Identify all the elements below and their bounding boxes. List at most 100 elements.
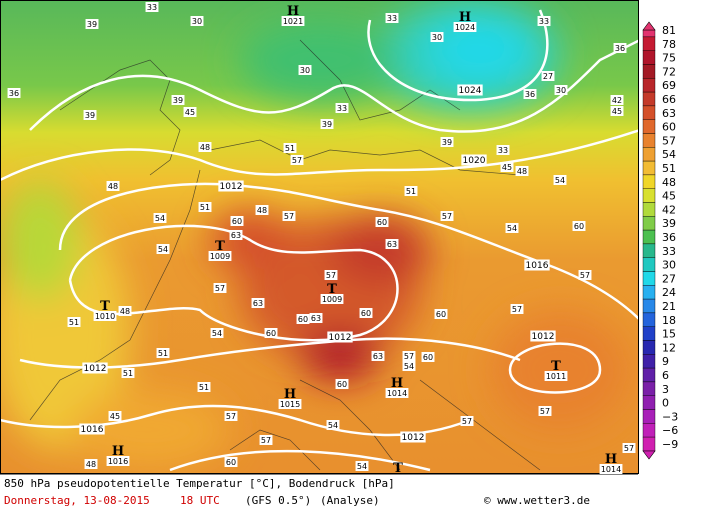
contour-label: 36: [525, 90, 535, 99]
isobar-label: 1020: [463, 156, 486, 166]
contour-label-box: [264, 328, 278, 338]
colorbar-cell: [642, 340, 656, 355]
contour-label-box: [326, 420, 340, 430]
pressure-center-value: 1015: [280, 400, 300, 409]
colorbar-cell: [642, 50, 656, 65]
pressure-center-value-box: [281, 16, 305, 26]
pressure-center-symbol: H: [287, 4, 299, 19]
pressure-center-symbol: H: [605, 452, 617, 467]
pressure-center-value: 1014: [387, 389, 407, 398]
contour-label: 39: [87, 20, 97, 29]
colorbar-label: 24: [662, 286, 676, 299]
colorbar-label: −6: [662, 424, 678, 437]
contour-label: 57: [326, 271, 336, 280]
colorbar-label: 63: [662, 107, 676, 120]
colorbar-label: 66: [662, 93, 676, 106]
isobar-label: 1012: [220, 182, 243, 192]
contour-label-box: [541, 71, 555, 81]
contour-label-box: [402, 351, 416, 361]
isobar-label: 1012: [402, 433, 425, 443]
contour-label-box: [190, 16, 204, 26]
isobar-label: 1024: [459, 86, 482, 96]
contour-label-box: [500, 162, 514, 172]
contour-label-box: [84, 459, 98, 469]
contour-label-box: [106, 181, 120, 191]
pressure-center-symbol: T: [215, 239, 225, 254]
colorbar-label: 3: [662, 383, 669, 396]
contour-label-box: [198, 142, 212, 152]
map-field: [0, 0, 638, 473]
contour-label-box: [156, 348, 170, 358]
colorbar-cell: [642, 147, 656, 162]
pressure-center-value-box: [320, 294, 344, 304]
contour-label: 60: [232, 217, 242, 226]
contour-label-box: [578, 270, 592, 280]
isobar-label: 1012: [84, 364, 107, 374]
contour-label-box: [213, 283, 227, 293]
colorbar-cell: [642, 29, 656, 38]
colorbar-label: 57: [662, 134, 676, 147]
colorbar-label: −9: [662, 438, 678, 451]
contour-label-box: [538, 406, 552, 416]
contour-label: 60: [423, 353, 433, 362]
pressure-center-value-box: [208, 251, 232, 261]
contour-label-box: [153, 213, 167, 223]
contour-label: 57: [261, 436, 271, 445]
colorbar-label: 69: [662, 79, 676, 92]
contour-label: 51: [285, 144, 295, 153]
contour-label-box: [359, 308, 373, 318]
contour-label: 57: [442, 212, 452, 221]
pressure-center-symbol: H: [284, 387, 296, 402]
contour-label: 54: [328, 421, 338, 430]
contour-label-box: [145, 2, 159, 12]
contour-label: 33: [337, 104, 347, 113]
contour-label-box: [296, 314, 310, 324]
contour-label-box: [402, 361, 416, 371]
pressure-center-symbol: T: [100, 299, 110, 314]
contour-label-box: [622, 443, 636, 453]
colorbar-label: 15: [662, 328, 676, 341]
contour-label-box: [460, 416, 474, 426]
contour-label: 60: [337, 380, 347, 389]
contour-label-box: [298, 65, 312, 75]
caption: 850 hPa pseudopotentielle Temperatur [°C…: [4, 477, 395, 490]
colorbar-label: 48: [662, 176, 676, 189]
contour-label-box: [385, 13, 399, 23]
isobar-label-box: [218, 180, 244, 192]
isobar-label: 1012: [329, 333, 352, 343]
contour-label-box: [335, 103, 349, 113]
contour-label: 57: [462, 417, 472, 426]
contour-label: 60: [266, 329, 276, 338]
colorbar-cell: [642, 243, 656, 258]
contour-label-box: [537, 16, 551, 26]
colorbar-cell: [642, 119, 656, 134]
colorbar-cell: [642, 312, 656, 327]
contour-label-box: [156, 244, 170, 254]
colorbar-label: 39: [662, 217, 676, 230]
isobar-label-box: [461, 154, 487, 166]
contour-label: 63: [373, 352, 383, 361]
contour-label: 51: [200, 203, 210, 212]
contour-label-box: [505, 223, 519, 233]
colorbar-label: 12: [662, 341, 676, 354]
isobar-label-box: [400, 431, 426, 443]
contour-label-box: [554, 85, 568, 95]
contour-label: 57: [580, 271, 590, 280]
contour-label-box: [7, 88, 21, 98]
contour-label-box: [371, 351, 385, 361]
colorbar-label: 6: [662, 369, 669, 382]
isobar-label-box: [530, 330, 556, 342]
pressure-center-value-box: [278, 399, 302, 409]
contour-label-box: [324, 270, 338, 280]
contour-label-box: [210, 328, 224, 338]
contour-label-box: [515, 166, 529, 176]
pressure-center-value: 1009: [322, 295, 342, 304]
contour-label: 33: [498, 146, 508, 155]
colorbar-cell: [642, 367, 656, 383]
contour-label: 57: [404, 352, 414, 361]
contour-label-box: [610, 106, 624, 116]
contour-label-box: [83, 110, 97, 120]
colorbar-cell: [642, 160, 656, 176]
colorbar-cell: [642, 423, 656, 438]
